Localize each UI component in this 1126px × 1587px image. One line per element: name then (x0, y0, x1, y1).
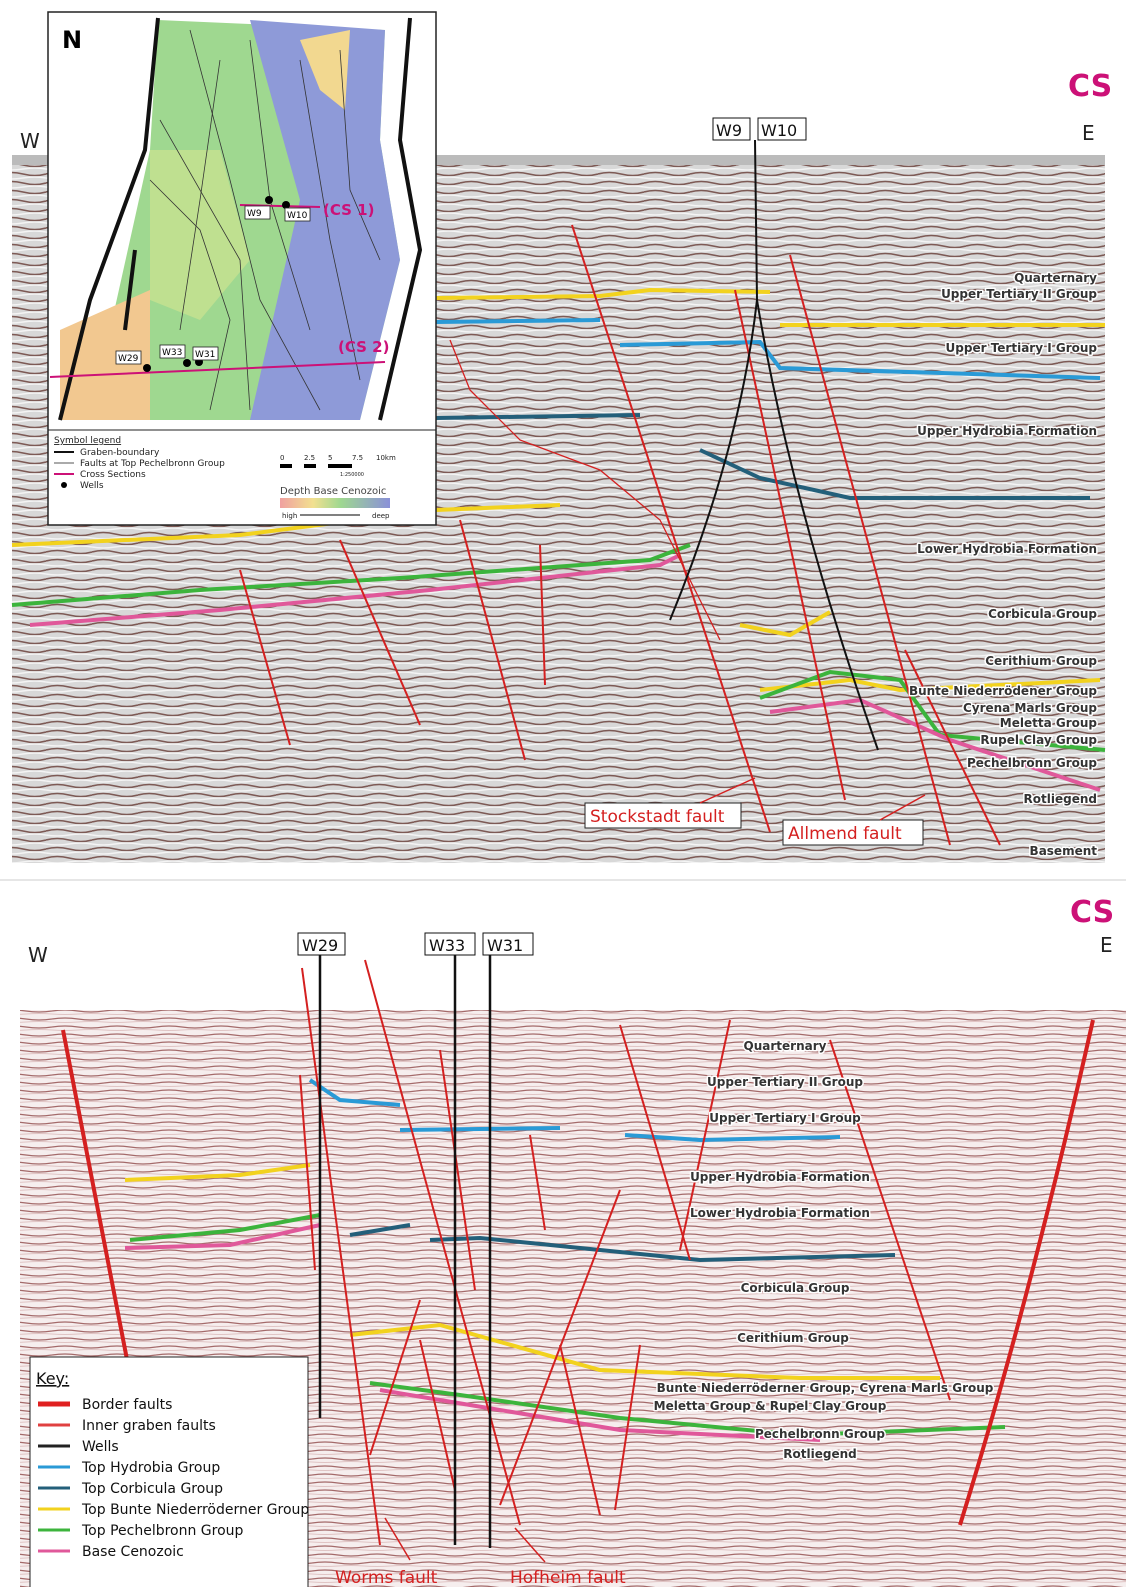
legend-dot (61, 482, 67, 488)
section-title: CS 1 (1068, 69, 1126, 104)
unit-label: Upper Tertiary I Group (946, 341, 1098, 355)
well-label: W31 (195, 350, 215, 360)
unit-label: Upper Tertiary II Group (707, 1075, 863, 1089)
well-label: W33 (162, 348, 182, 358)
unit-label: Quarternary (744, 1039, 827, 1053)
scale-label: 10km (376, 454, 396, 462)
unit-label: Pechelbronn Group (967, 756, 1097, 770)
east-label: E (1100, 933, 1113, 957)
depth-high: high (282, 512, 297, 520)
key-label: Inner graben faults (82, 1418, 216, 1434)
unit-label: Upper Tertiary II Group (941, 287, 1097, 301)
section-title: CS 2 (1070, 895, 1126, 930)
legend-title: Symbol legend (54, 436, 121, 446)
unit-label: Upper Tertiary I Group (709, 1111, 861, 1125)
unit-label: Meletta Group & Rupel Clay Group (654, 1399, 887, 1413)
unit-label: Bunte Niederrödener Group (909, 684, 1097, 698)
fault-label: Hofheim fault (510, 1568, 626, 1587)
key-label: Top Bunte Niederröderner Group (81, 1502, 309, 1518)
unit-label: Corbicula Group (741, 1281, 850, 1295)
unit-label: Rupel Clay Group (980, 733, 1097, 747)
cs2-panel: CS 2 W E W29 W33 W31 Quarternary Upper Te… (0, 880, 1126, 1587)
section-label: (CS 1) (323, 201, 374, 219)
key-label: Top Hydrobia Group (81, 1460, 220, 1476)
unit-label: Basement (1030, 844, 1098, 858)
north-arrow: N (62, 26, 82, 54)
key-title: Key: (36, 1369, 69, 1388)
fault-label: Allmend fault (788, 824, 902, 844)
unit-label: Cerithium Group (985, 654, 1097, 668)
unit-label: Meletta Group (1000, 716, 1098, 730)
scale-label: 5 (328, 454, 332, 462)
key-label: Top Pechelbronn Group (81, 1523, 244, 1539)
well-label: W9 (716, 121, 742, 140)
unit-label: Rotliegend (1024, 792, 1097, 806)
scale-ratio: 1:250000 (340, 472, 364, 478)
west-label: W (28, 943, 48, 967)
east-label: E (1082, 121, 1095, 145)
unit-label: Pechelbronn Group (755, 1427, 885, 1441)
legend-label: Wells (80, 481, 104, 491)
fault-label: Stockstadt fault (590, 807, 725, 827)
key-label: Base Cenozoic (82, 1544, 184, 1560)
unit-label: Cerithium Group (737, 1331, 849, 1345)
well-label: W29 (302, 936, 338, 955)
key-label: Wells (82, 1439, 119, 1455)
key-label: Top Corbicula Group (81, 1481, 223, 1497)
unit-label: Bunte Niederröderner Group, Cyrena Marls… (657, 1381, 994, 1395)
section-label: (CS 2) (338, 338, 389, 356)
unit-label: Upper Hydrobia Formation (690, 1170, 870, 1184)
unit-label: Cyrena Marls Group (963, 701, 1097, 715)
west-label: W (20, 129, 40, 153)
scale-label: 2.5 (304, 454, 315, 462)
fault-label: Worms fault (335, 1568, 438, 1587)
unit-label: Corbicula Group (988, 607, 1097, 621)
key-label: Border faults (82, 1397, 172, 1413)
unit-label: Quarternary (1014, 271, 1097, 285)
unit-label: Lower Hydrobia Formation (917, 542, 1097, 556)
well-label: W10 (761, 121, 797, 140)
legend-label: Faults at Top Pechelbronn Group (80, 459, 225, 469)
depth-low: deep (372, 512, 390, 520)
depth-title: Depth Base Cenozoic (280, 486, 386, 497)
legend-label: Cross Sections (80, 470, 146, 480)
well-label: W29 (118, 354, 139, 364)
scale-label: 7.5 (352, 454, 363, 462)
unit-label: Lower Hydrobia Formation (690, 1206, 870, 1220)
well-label: W10 (287, 211, 308, 221)
well-label: W31 (487, 936, 523, 955)
unit-label: Rotliegend (783, 1447, 856, 1461)
well-label: W33 (429, 936, 465, 955)
scale-label: 0 (280, 454, 284, 462)
inset-map: N W9 W10 W29 W33 W31 (CS 1) (CS 2) Symbol le… (48, 12, 436, 525)
figure: CS 1 W E W9 W10 Quarternary Upper Tertiar… (0, 0, 1126, 1587)
legend-label: Graben-boundary (80, 448, 160, 458)
unit-label: Upper Hydrobia Formation (917, 424, 1097, 438)
well-label: W9 (247, 209, 262, 219)
